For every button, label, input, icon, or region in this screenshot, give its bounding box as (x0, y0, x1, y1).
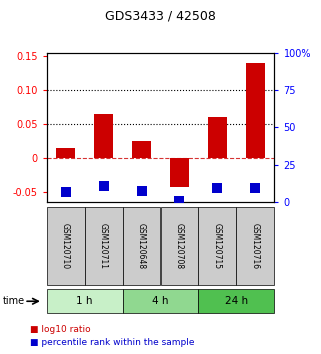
Point (253, 185, 258, 191)
Text: time: time (2, 296, 24, 306)
Point (101, 183, 106, 189)
Text: GSM120708: GSM120708 (175, 223, 184, 269)
Text: ■ percentile rank within the sample: ■ percentile rank within the sample (30, 338, 195, 347)
Text: GSM120648: GSM120648 (137, 223, 146, 269)
Bar (170, 158, 189, 187)
Text: 1 h: 1 h (76, 296, 93, 306)
Text: 4 h: 4 h (152, 296, 169, 306)
Point (63, 189, 68, 195)
Bar (94, 114, 113, 158)
Text: ■ log10 ratio: ■ log10 ratio (30, 325, 91, 334)
Text: GDS3433 / 42508: GDS3433 / 42508 (105, 10, 216, 23)
Bar (56, 148, 75, 158)
Point (177, 199, 182, 204)
Text: 24 h: 24 h (225, 296, 248, 306)
Text: GSM120711: GSM120711 (99, 223, 108, 269)
Bar (208, 117, 227, 158)
Point (215, 185, 220, 191)
Text: GSM120710: GSM120710 (61, 223, 70, 269)
Bar (132, 141, 151, 158)
Text: GSM120716: GSM120716 (251, 223, 260, 269)
Point (139, 188, 144, 194)
Bar (246, 63, 265, 158)
Text: GSM120715: GSM120715 (213, 223, 222, 269)
